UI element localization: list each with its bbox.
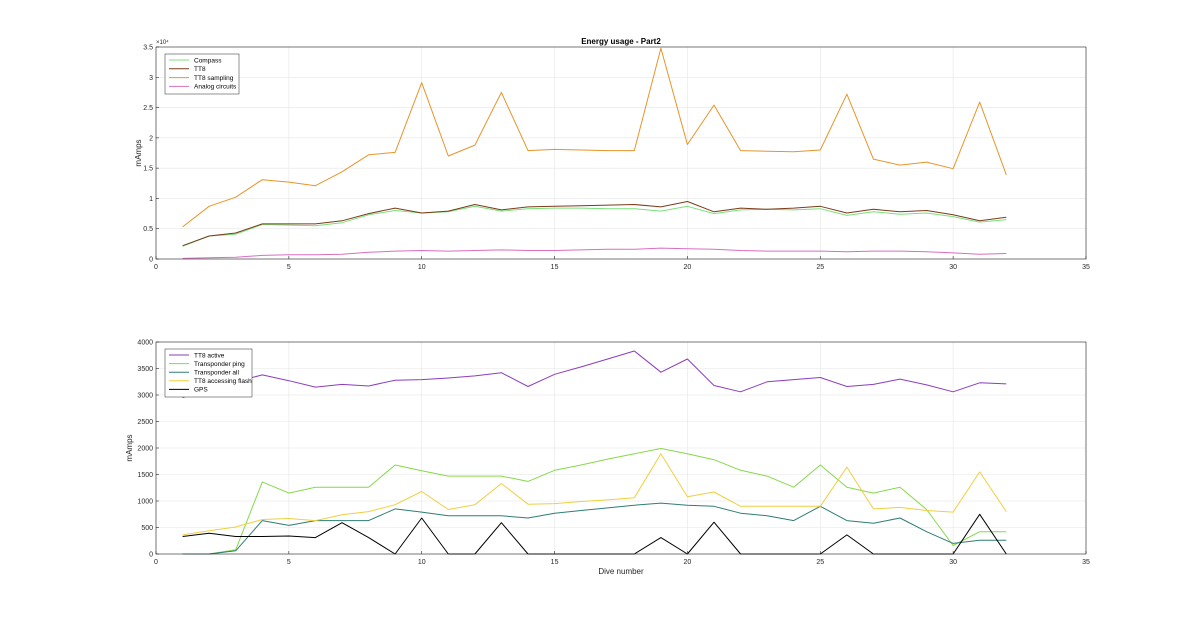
y-tick-label: 3.5 [143, 45, 153, 52]
x-tick-label: 5 [287, 264, 291, 271]
axes-box [155, 46, 1087, 260]
chart-energy-usage-part2: 0 5 10 15 20 25 30 35 0 0.5 1 1.5 2 2.5 3 3.5 Energy us… [134, 37, 1090, 271]
x-tick-label: 20 [684, 264, 692, 271]
legend-entry-tt8-sampling: TT8 sampling [194, 75, 234, 82]
x-tick-label: 15 [551, 559, 559, 566]
y-tick-label: 1 [149, 196, 153, 203]
legend-entry-gps: GPS [194, 387, 208, 394]
y-tick-label: 1000 [137, 499, 153, 506]
ticks: 0 5 10 15 20 25 30 35 0 500 1000 1500 2000 2500 3000 35… [137, 340, 1090, 567]
series-line-transponder-all [182, 502, 1007, 555]
legend: TT8 active Transponder ping Transponder al… [164, 348, 253, 398]
x-tick-label: 0 [154, 559, 158, 566]
series-line-tt8-accessing-flash [182, 453, 1007, 536]
legend: Compass TT8 TT8 sampling Analog circuits [164, 53, 240, 95]
y-tick-label: 2.5 [143, 105, 153, 112]
y-tick-label: 0 [149, 552, 153, 559]
y-exponent-label: ×10⁴ [156, 39, 169, 46]
series-line-tt8 [182, 201, 1007, 247]
x-tick-label: 10 [418, 264, 426, 271]
x-tick-label: 30 [949, 559, 957, 566]
y-axis-label: mAmps [134, 139, 143, 166]
legend-box [164, 53, 240, 95]
x-tick-label: 25 [816, 559, 824, 566]
x-tick-label: 35 [1082, 264, 1090, 271]
x-tick-label: 10 [418, 559, 426, 566]
x-tick-label: 30 [949, 264, 957, 271]
x-tick-label: 35 [1082, 559, 1090, 566]
y-tick-label: 4000 [137, 340, 153, 347]
x-tick-label: 15 [551, 264, 559, 271]
series-group [182, 47, 1007, 259]
series-line-compass [182, 205, 1007, 247]
chart-title: Energy usage - Part2 [581, 37, 661, 46]
y-tick-label: 3500 [137, 366, 153, 373]
y-tick-label: 500 [141, 525, 153, 532]
x-axis-label: Dive number [598, 567, 644, 576]
x-tick-label: 25 [816, 264, 824, 271]
series-line-transponder-ping [182, 448, 1007, 555]
legend-entry-tt8-active: TT8 active [194, 352, 225, 359]
y-tick-label: 1.5 [143, 166, 153, 173]
legend-entry-transponder-ping: Transponder ping [194, 361, 245, 368]
legend-entry-compass: Compass [194, 57, 222, 64]
y-tick-label: 3000 [137, 393, 153, 400]
y-axis-label: mAmps [125, 434, 134, 461]
y-tick-label: 3 [149, 75, 153, 82]
x-tick-label: 0 [154, 264, 158, 271]
legend-entry-tt8: TT8 [194, 66, 206, 73]
y-tick-label: 0.5 [143, 226, 153, 233]
x-tick-label: 20 [684, 559, 692, 566]
legend-entry-analog-circuits: Analog circuits [194, 84, 237, 91]
series-line-tt8-active [182, 350, 1007, 399]
y-tick-label: 2500 [137, 419, 153, 426]
series-line-tt8-sampling [182, 47, 1007, 228]
axes-background [156, 47, 1086, 259]
x-tick-label: 5 [287, 559, 291, 566]
series-line-analog-circuits [182, 247, 1007, 259]
y-tick-label: 0 [149, 257, 153, 264]
chart-dive-number: 0 5 10 15 20 25 30 35 0 500 1000 1500 2000 2500 3000 35… [125, 340, 1090, 577]
ticks: 0 5 10 15 20 25 30 35 0 0.5 1 1.5 2 2.5 3 3.5 [143, 45, 1090, 272]
legend-entry-transponder-all: Transponder all [194, 370, 239, 377]
y-tick-label: 2 [149, 135, 153, 142]
y-tick-label: 2000 [137, 446, 153, 453]
y-tick-label: 1500 [137, 472, 153, 479]
legend-entry-tt8-accessing-flash: TT8 accessing flash [194, 378, 252, 385]
